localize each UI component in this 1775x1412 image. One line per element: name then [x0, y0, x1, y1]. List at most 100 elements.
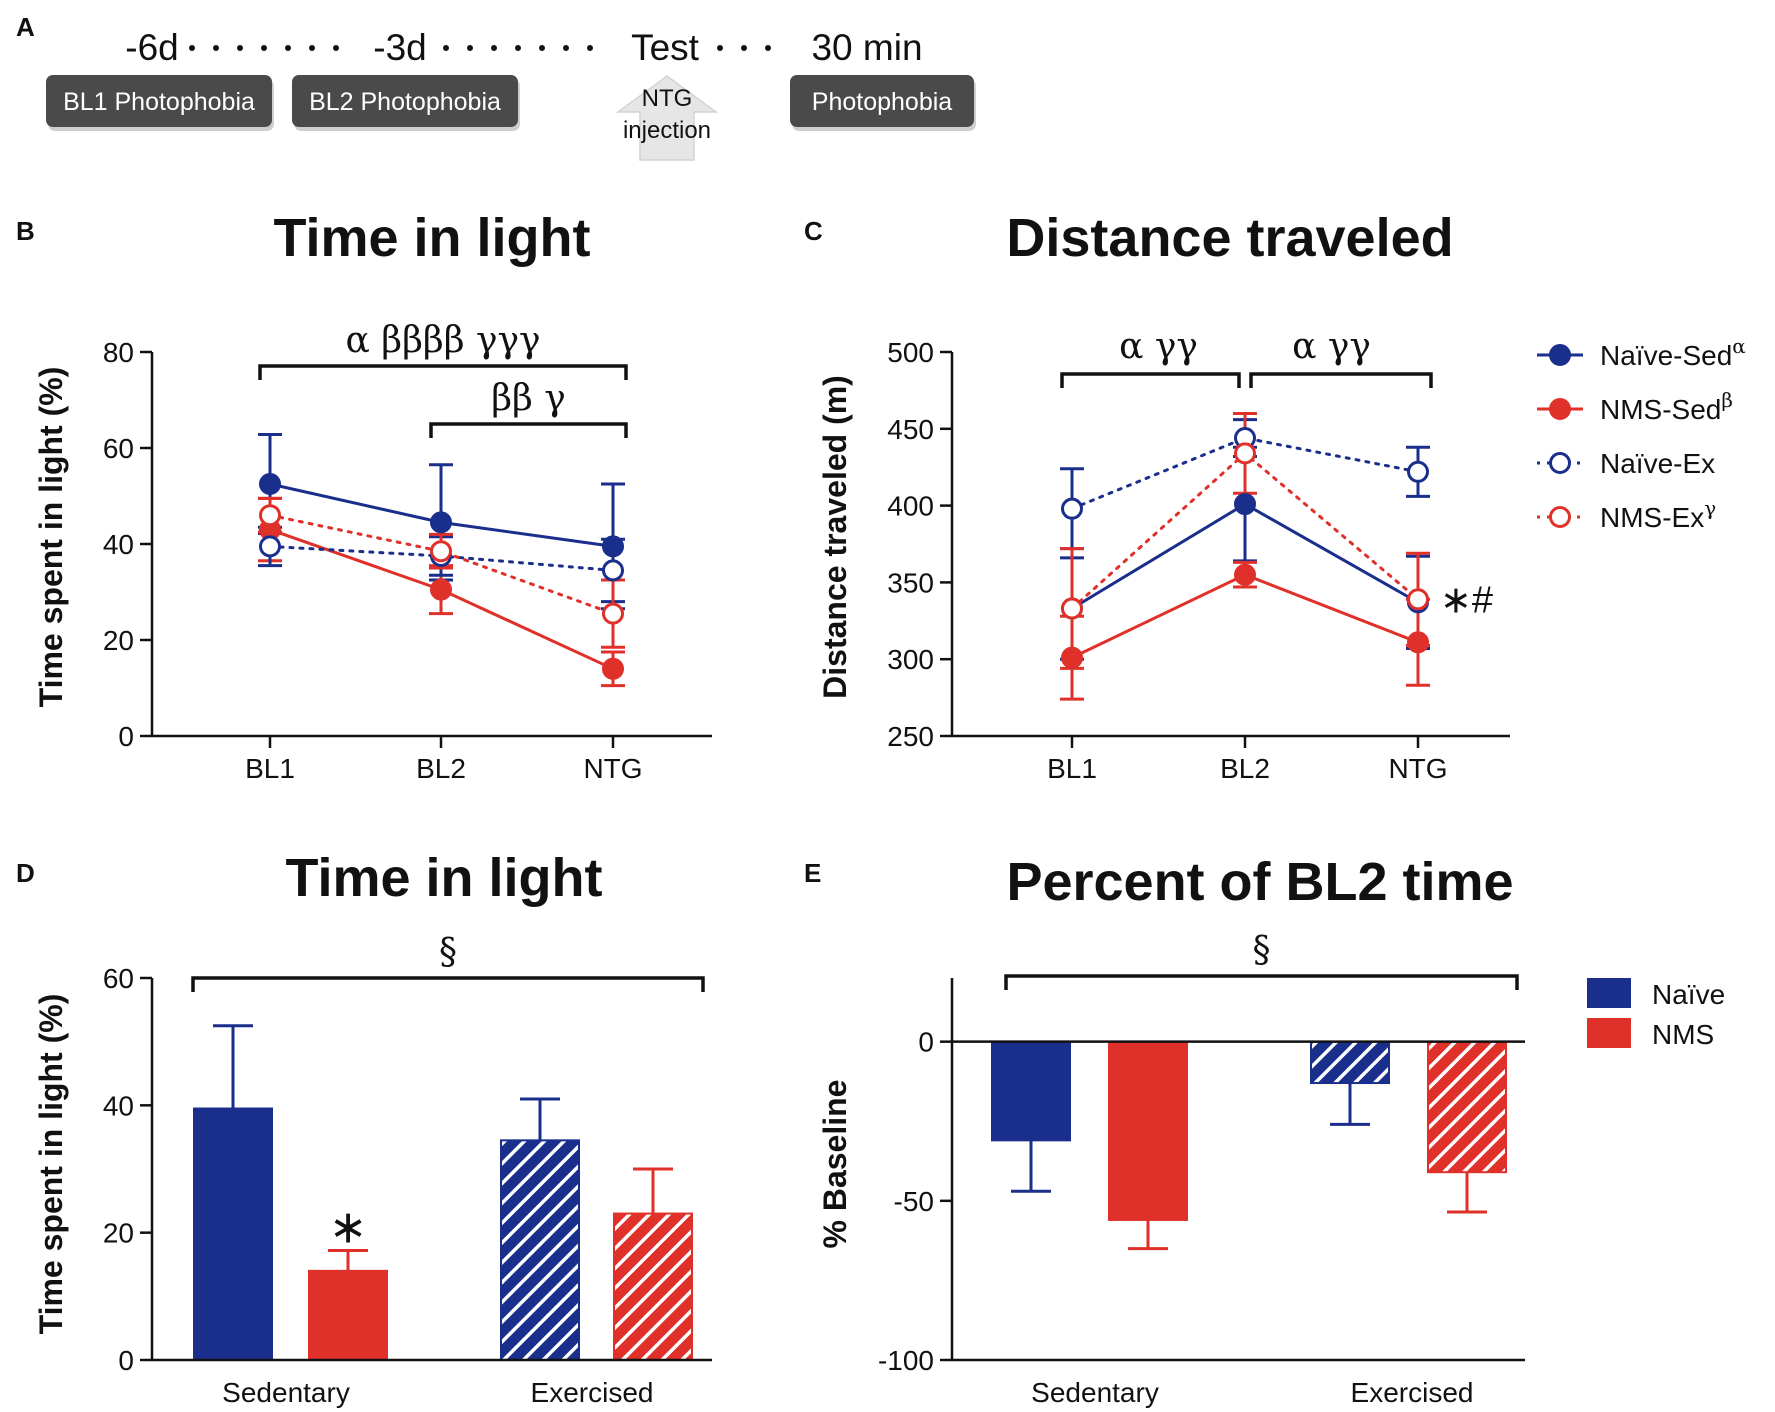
panel-B-x-tick-label: BL2: [416, 753, 466, 784]
panel-E-y-tick-label: -50: [894, 1186, 934, 1217]
timeline-label-30-min: 30 min: [811, 27, 922, 68]
timeline-box-photophobia: Photophobia: [790, 75, 976, 131]
injection-label-ntg: NTG: [642, 85, 693, 112]
panel-B-sig-label: α ββββ γγγ: [346, 320, 541, 361]
panel-e-x-tick-label: Sedentary: [1031, 1377, 1159, 1408]
legend-marker-nms-sed: [1549, 398, 1571, 420]
panel-B-x-tick-label: BL1: [245, 753, 295, 784]
panel-b-ylabel: Time spent in light (%): [33, 367, 69, 708]
legend-label-naive: Naïve: [1652, 979, 1725, 1010]
panel-d-title: Time in light: [285, 848, 602, 908]
panel-C-y-tick-label: 350: [887, 567, 934, 598]
data-point-naive-sed: [430, 511, 452, 534]
panel-e-sig-label: §: [1253, 930, 1271, 971]
panel-D-y-tick-label: 60: [103, 963, 134, 994]
panel-c-legend: Naïve-Sedα NMS-Sedβ Naïve-Ex NMS-Exγ: [1537, 334, 1746, 533]
panel-b-title: Time in light: [273, 208, 590, 268]
panel-c-sig-bracket: [1249, 372, 1433, 388]
panel-d-ylabel: Time spent in light (%): [33, 994, 69, 1335]
timeline-label-minus-3d: -3d: [373, 27, 426, 68]
panel-b-plot: 0 20 40 60 80 BL1 BL2 NTG α ββββ γγγ ββ γ: [103, 320, 712, 784]
panel-c-sig-label: α γγ: [1119, 326, 1198, 367]
data-point-nms-ex: [602, 602, 624, 625]
panel-d-significance-mark: ∗: [329, 1200, 368, 1252]
panel-D-y-tick-label: 0: [118, 1345, 134, 1376]
timeline-box-bl2-label: BL2 Photophobia: [309, 88, 501, 116]
legend-label-naive-sed: Naïve-Sedα: [1600, 334, 1746, 371]
data-point-naive-ex: [259, 535, 281, 558]
legend-label-naive-ex: Naïve-Ex: [1600, 448, 1715, 479]
panel-a: A -6d -3d Test 30 min BL1 Photophobia BL…: [16, 12, 976, 161]
data-point-nms-sed: [1234, 563, 1256, 586]
panel-d: D Time in light Time spent in light (%) …: [16, 848, 712, 1408]
panel-e-sig-bracket: [1004, 974, 1519, 990]
panel-B-y-tick-label: 40: [103, 529, 134, 560]
legend-marker-naive-ex: [1549, 452, 1571, 474]
panel-e-x-tick-label: Exercised: [1351, 1377, 1474, 1408]
panel-B-sig-bracket: [429, 422, 628, 438]
bar-naive-sedentary: [193, 1107, 273, 1362]
data-point-naive-ex: [1407, 460, 1429, 483]
data-point-naive-sed: [259, 473, 281, 495]
data-point-nms-sed: [602, 657, 624, 680]
panel-d-x-tick-label: Sedentary: [222, 1377, 350, 1408]
panel-C-x-tick-label: BL1: [1047, 753, 1097, 784]
legend-label-nms: NMS: [1652, 1019, 1714, 1050]
panel-C-y-tick-label: 450: [887, 414, 934, 445]
panel-C-y-tick-label: 300: [887, 644, 934, 675]
data-point-nms-sed: [1061, 646, 1083, 669]
data-point-nms-ex: [430, 540, 452, 563]
panel-D-y-tick-label: 40: [103, 1090, 134, 1121]
legend-label-nms-ex: NMS-Exγ: [1600, 496, 1716, 533]
data-point-naive-sed: [1234, 493, 1256, 516]
panel-e-ylabel: % Baseline: [817, 1080, 853, 1249]
data-point-naive-sed: [602, 535, 624, 558]
panel-e: E Percent of BL2 time % Baseline -100 -50…: [804, 852, 1725, 1408]
series-naive-ex-line: [1070, 436, 1420, 511]
data-point-naive-ex: [1061, 497, 1083, 520]
legend-marker-naive-sed: [1549, 344, 1571, 366]
panel-C-x-tick-label: BL2: [1220, 753, 1270, 784]
panel-B-y-tick-label: 60: [103, 433, 134, 464]
bar-nms-sedentary: [1108, 1040, 1188, 1221]
data-point-nms-sed: [1407, 631, 1429, 654]
bar-naive-exercised: [1310, 1040, 1390, 1085]
data-point-naive-ex: [602, 559, 624, 582]
bar-naive-exercised: [500, 1139, 580, 1361]
panel-B-x-tick-label: NTG: [583, 753, 642, 784]
panel-B-sig-label: ββ γ: [491, 378, 566, 419]
panel-c-sig-label: α γγ: [1292, 326, 1371, 367]
data-point-nms-ex: [1061, 597, 1083, 620]
timeline-box-bl1-label: BL1 Photophobia: [63, 88, 255, 116]
panel-B-y-tick-label: 80: [103, 337, 134, 368]
panel-B-sig-bracket: [258, 364, 628, 380]
panel-e-plot: -100 -50 0 Sedentary Exercised §: [878, 930, 1525, 1408]
timeline-box-bl1: BL1 Photophobia: [46, 75, 274, 131]
timeline-box-photophobia-label: Photophobia: [812, 88, 953, 116]
panel-letter-a: A: [16, 12, 35, 42]
panel-c: C Distance traveled Distance traveled (m…: [804, 208, 1746, 784]
panel-letter-d: D: [16, 858, 35, 888]
panel-letter-b: B: [16, 216, 35, 246]
bar-nms-sedentary: [308, 1269, 388, 1362]
panel-d-sig-bracket: [191, 976, 705, 992]
panel-c-title: Distance traveled: [1006, 208, 1453, 268]
legend-swatch-nms: [1587, 1018, 1631, 1048]
panel-C-x-tick-label: NTG: [1388, 753, 1447, 784]
timeline-label-test: Test: [631, 27, 700, 68]
data-point-nms-sed: [430, 578, 452, 601]
panel-E-y-tick-label: 0: [918, 1027, 934, 1058]
injection-arrow: NTG injection: [615, 75, 719, 161]
legend-label-nms-sed: NMS-Sedβ: [1600, 388, 1733, 425]
panel-B-y-tick-label: 0: [118, 721, 134, 752]
data-point-nms-ex: [1407, 588, 1429, 611]
panel-C-y-tick-label: 250: [887, 721, 934, 752]
panel-d-x-tick-label: Exercised: [531, 1377, 654, 1408]
bar-naive-sedentary: [991, 1040, 1071, 1142]
panel-e-legend: Naïve NMS: [1587, 978, 1725, 1050]
panel-b: B Time in light Time spent in light (%) …: [16, 208, 712, 784]
panel-letter-c: C: [804, 216, 823, 246]
panel-d-sig-label: §: [439, 932, 457, 973]
data-point-nms-ex: [259, 504, 281, 527]
